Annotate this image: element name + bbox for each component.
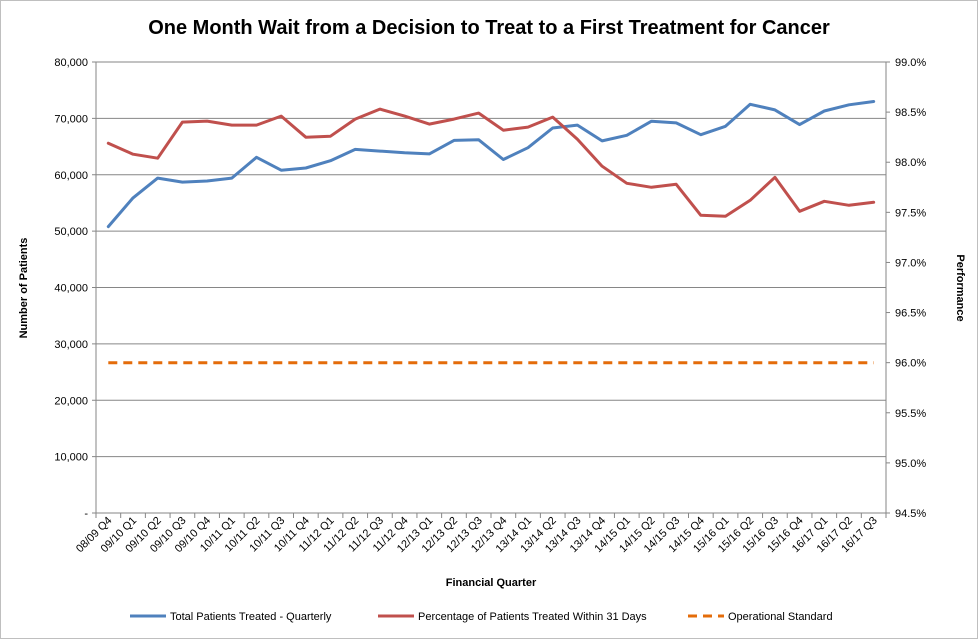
y-tick-label: - [84,508,88,520]
y-tick-label: 30,000 [54,339,88,351]
y2-tick-label: 94.5% [895,508,926,520]
y-tick-label: 10,000 [54,452,88,464]
y-axis-title: Number of Patients [18,238,30,339]
gridlines [96,61,886,458]
y-tick-label: 40,000 [54,283,88,295]
y2-tick-label: 96.5% [895,308,926,320]
legend-item-3: Operational Standard [688,611,833,623]
y2-tick-label: 97.5% [895,207,926,219]
y2-axis-title: Performance [954,254,966,321]
series-line-1 [106,100,876,229]
y2-tick-label: 99.0% [895,57,926,69]
legend: Total Patients Treated - Quarterly Percen… [130,611,833,623]
y-axis-ticks: - 10,000 20,000 30,000 40,000 50,000 60,000 70,… [54,57,96,520]
y2-tick-label: 97.0% [895,257,926,269]
series-line-2 [106,107,876,218]
series-lines [106,100,876,365]
y2-tick-label: 96.0% [895,358,926,370]
y-tick-label: 50,000 [54,226,88,238]
x-axis-title: Financial Quarter [446,577,537,589]
legend-label: Operational Standard [728,611,833,623]
y2-tick-label: 98.5% [895,107,926,119]
legend-label: Percentage of Patients Treated Within 31… [418,611,647,623]
y-tick-label: 20,000 [54,395,88,407]
y2-tick-label: 95.5% [895,408,926,420]
y-tick-label: 70,000 [54,113,88,125]
legend-item-1: Total Patients Treated - Quarterly [130,611,332,623]
y2-axis-ticks: 94.5% 95.0% 95.5% 96.0% 96.5% 97.0% 97.5% 98.0%… [886,57,926,520]
y-tick-label: 80,000 [54,57,88,69]
chart-title: One Month Wait from a Decision to Treat … [148,17,830,39]
y-tick-label: 60,000 [54,170,88,182]
y2-tick-label: 95.0% [895,458,926,470]
legend-item-2: Percentage of Patients Treated Within 31… [378,611,647,623]
legend-label: Total Patients Treated - Quarterly [170,611,332,623]
y2-tick-label: 98.0% [895,157,926,169]
